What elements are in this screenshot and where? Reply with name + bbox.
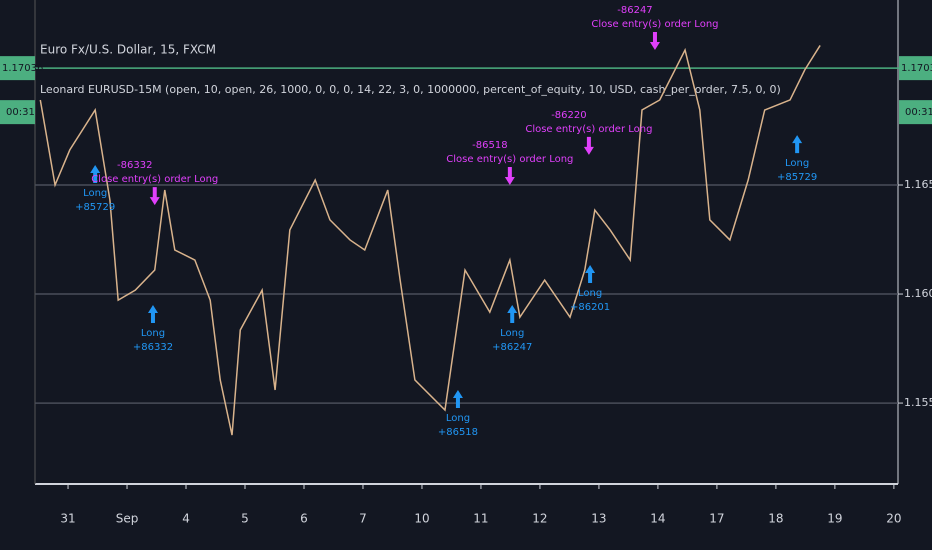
entry-amount: +85729 <box>777 172 817 183</box>
x-tick-label: 12 <box>532 512 547 526</box>
entry-amount: +85729 <box>75 202 115 213</box>
entry-label: Long <box>446 413 470 424</box>
entry-amount: +86332 <box>133 342 173 353</box>
entry-arrow <box>507 304 518 323</box>
x-tick-label: 31 <box>60 512 75 526</box>
last-time-label: 00:31 <box>905 107 932 118</box>
exit-arrow <box>504 167 515 186</box>
entry-arrow <box>452 389 463 408</box>
x-tick-label: 11 <box>473 512 488 526</box>
entry-arrow <box>792 135 803 154</box>
time-badge <box>0 100 35 125</box>
entry-label: Long <box>785 158 809 169</box>
last-time-label: 00:31 <box>6 107 35 118</box>
price-badge <box>0 56 35 81</box>
x-tick-label: 5 <box>241 512 249 526</box>
entry-amount: +86247 <box>492 342 532 353</box>
price-line <box>39 45 821 436</box>
price-badge <box>899 56 932 81</box>
entry-arrow <box>90 164 101 183</box>
chart-title: Euro Fx/U.S. Dollar, 15, FXCM <box>40 43 216 57</box>
entry-amount: +86201 <box>570 302 610 313</box>
exit-arrow <box>649 32 660 51</box>
exit-amount: -86332 <box>117 160 152 171</box>
x-tick-label: 4 <box>182 512 190 526</box>
entry-arrow <box>147 304 158 323</box>
entry-label: Long <box>141 328 165 339</box>
y-tick-label: 1.15500 <box>904 396 932 409</box>
x-tick-label: 7 <box>359 512 367 526</box>
last-price-label: 1.17036 <box>2 63 43 74</box>
exit-amount: -86518 <box>472 140 507 151</box>
exit-label: Close entry(s) order Long <box>91 174 218 185</box>
entry-label: Long <box>578 288 602 299</box>
x-tick-label: 19 <box>827 512 842 526</box>
entry-label: Long <box>83 188 107 199</box>
exit-arrow <box>149 187 160 206</box>
strategy-label: Leonard EURUSD-15M (open, 10, open, 26, … <box>40 83 781 96</box>
entry-arrow <box>585 265 596 284</box>
x-tick-label: 6 <box>300 512 308 526</box>
x-tick-label: 18 <box>768 512 783 526</box>
time-badge <box>899 100 932 125</box>
y-tick-label: 1.16500 <box>904 178 932 191</box>
exit-amount: -86220 <box>551 110 586 121</box>
x-tick-label: 17 <box>709 512 724 526</box>
x-tick-label: 13 <box>591 512 606 526</box>
last-price-label: 1.17036 <box>901 63 932 74</box>
exit-label: Close entry(s) order Long <box>446 154 573 165</box>
exit-arrow <box>583 136 594 155</box>
exit-label: Close entry(s) order Long <box>525 124 652 135</box>
x-tick-label: 20 <box>886 512 901 526</box>
entry-amount: +86518 <box>438 427 478 438</box>
y-tick-label: 1.16000 <box>904 287 932 300</box>
x-tick-label: 10 <box>414 512 429 526</box>
exit-label: Close entry(s) order Long <box>591 19 718 30</box>
exit-amount: -86247 <box>617 5 652 16</box>
entry-label: Long <box>500 328 524 339</box>
x-tick-label: Sep <box>116 512 139 526</box>
x-tick-label: 14 <box>650 512 665 526</box>
